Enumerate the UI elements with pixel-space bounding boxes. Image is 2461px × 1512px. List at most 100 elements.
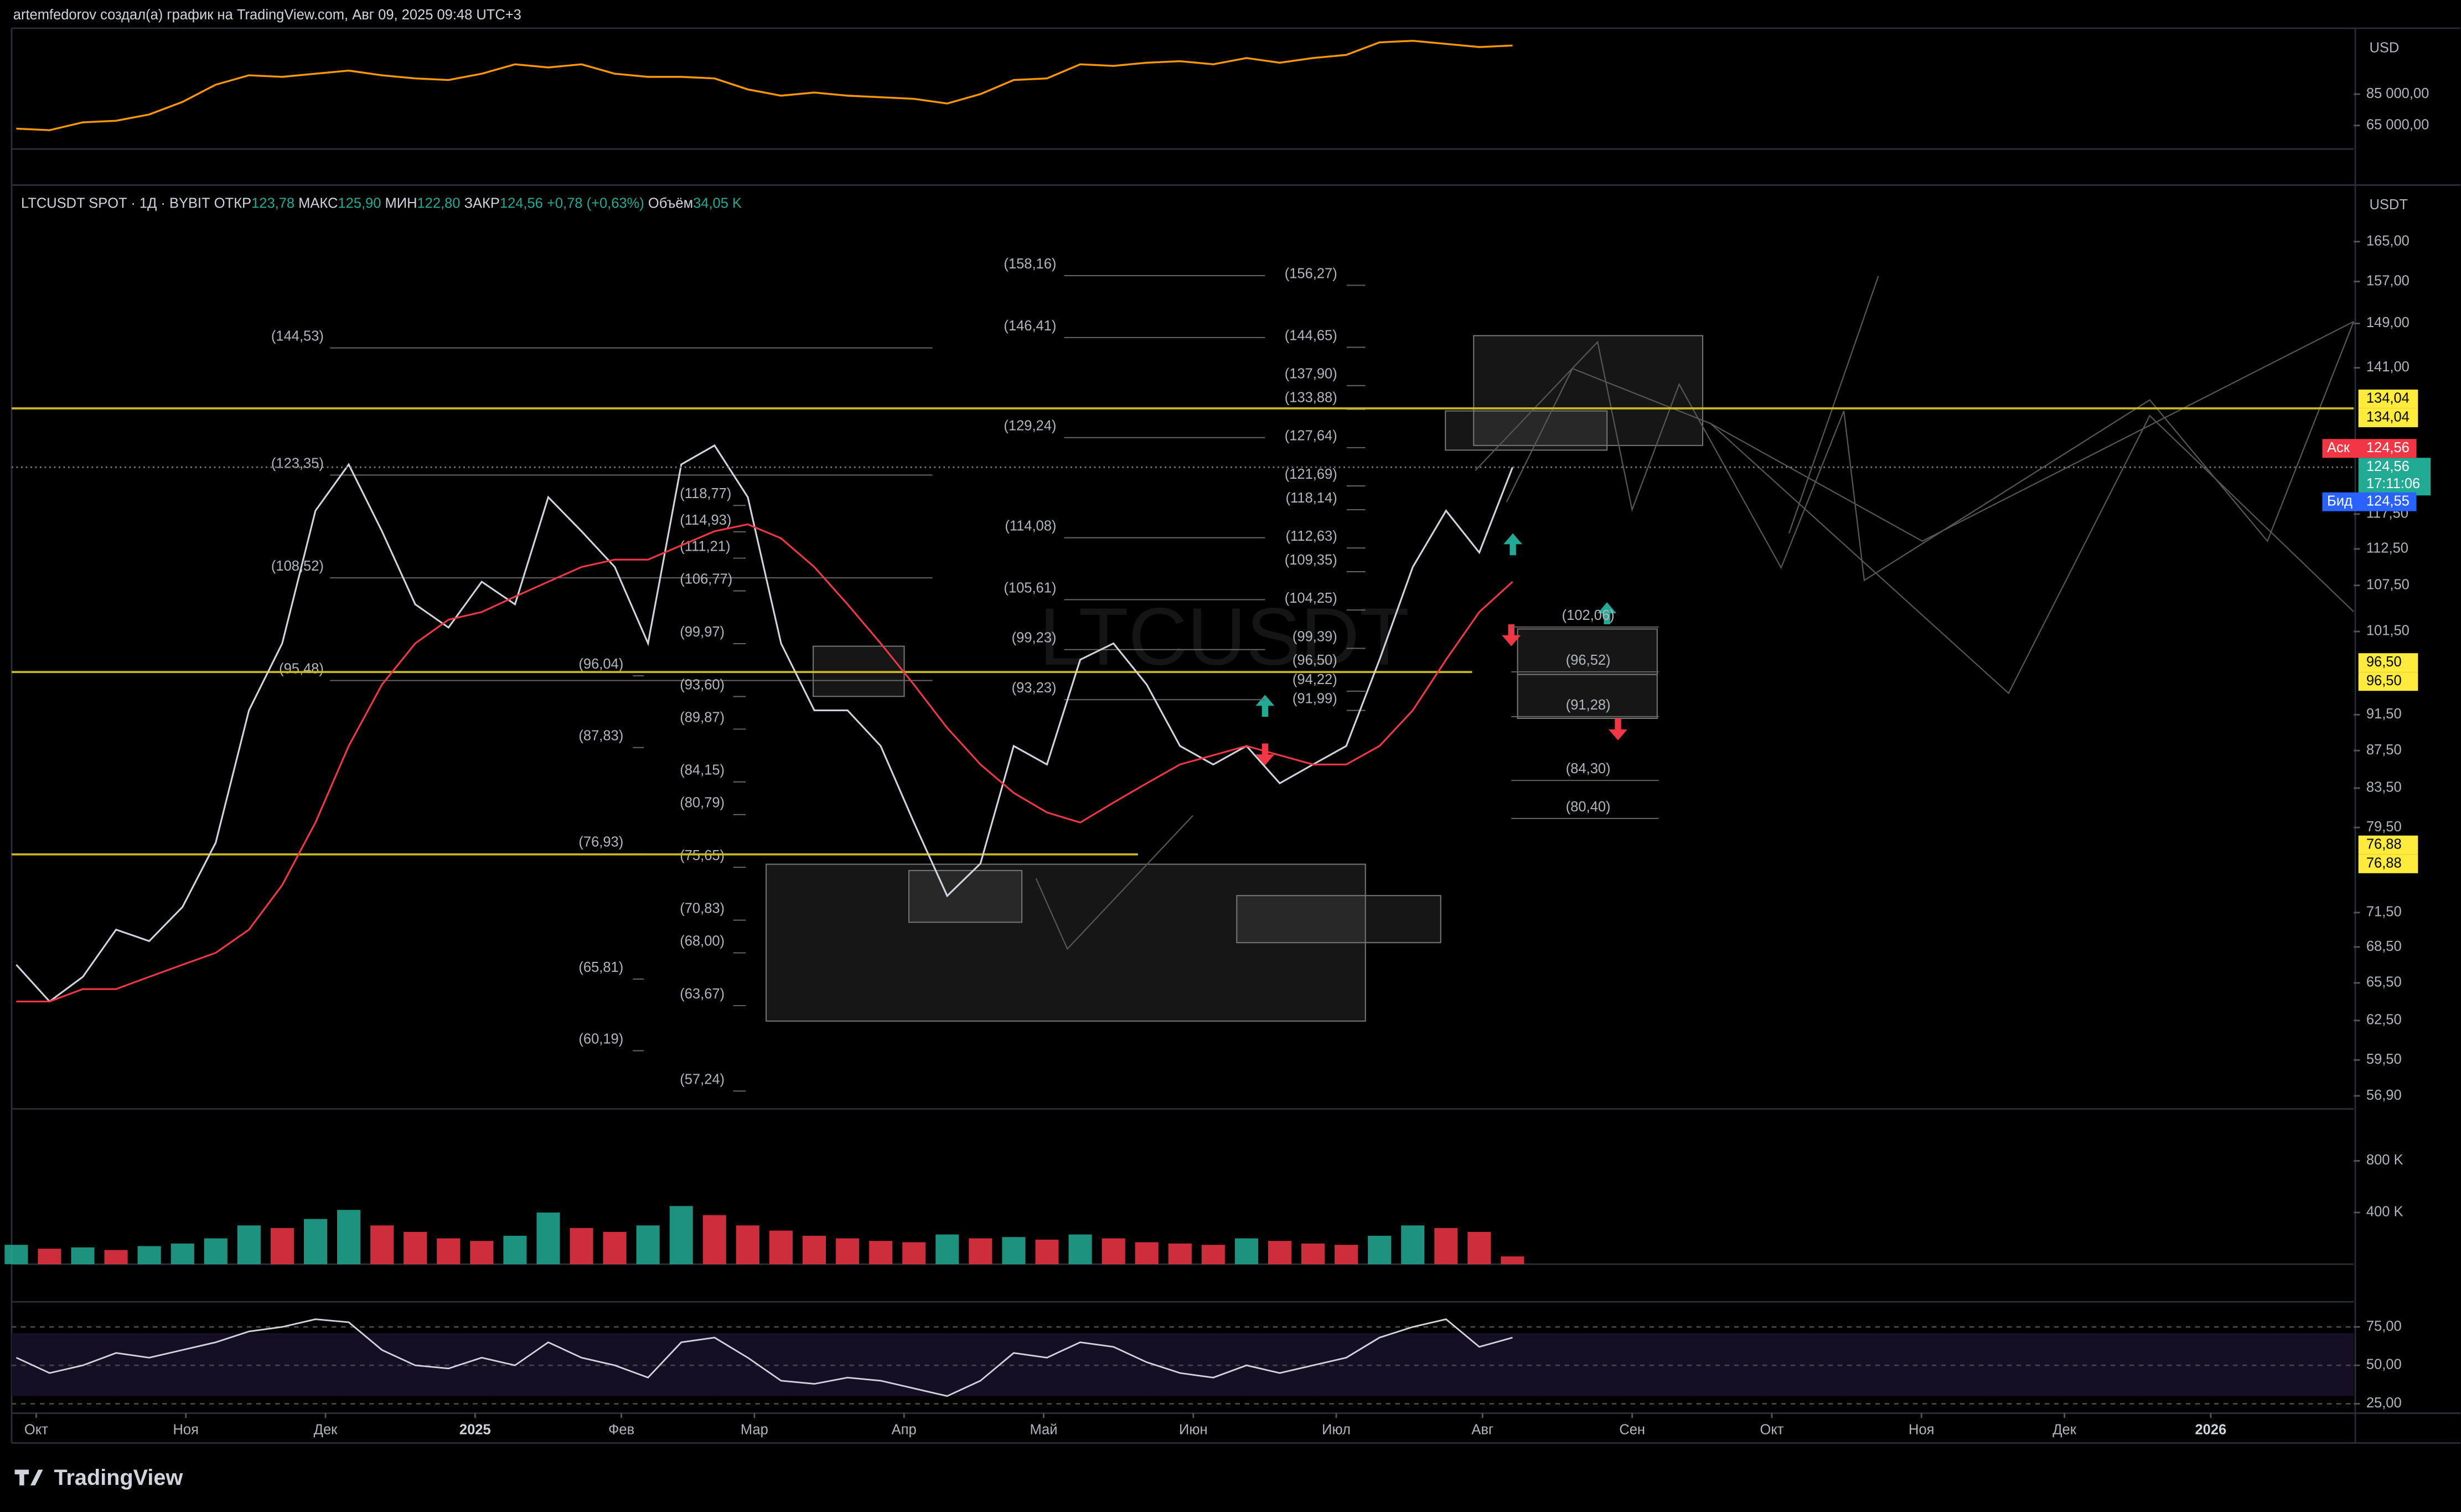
volume-bar [204,1238,228,1265]
volume-bar [503,1235,527,1265]
fib-label: (96,52) [1566,653,1611,668]
fib-label: (75,65) [680,848,725,863]
currency: USD [2370,40,2400,56]
field-value: 122,80 [417,195,461,211]
fib-label: (76,93) [578,835,623,850]
price-badge-label: 96,50 [2366,654,2402,670]
price-badge [2358,408,2418,427]
fib-label: (80,79) [680,795,725,811]
fib-label: (106,77) [680,572,732,587]
fib-label: (99,23) [1012,630,1057,646]
x-tick-label: Июн [1179,1422,1208,1437]
volume-bar [303,1219,328,1265]
field-name: МАКС [298,195,338,211]
volume-bar [370,1225,394,1265]
volume-bar [935,1234,959,1265]
series-line [16,523,1513,1003]
y-tick-label: 149,00 [2366,315,2410,330]
credit: artemfedorov создал(а) график на Trading… [13,7,521,23]
logo: TradingView [14,1466,183,1490]
pane-borders [11,27,2460,1444]
fib-label: (129,24) [1004,418,1056,434]
volume-bar [570,1228,593,1265]
y-tick-label: 59,50 [2366,1052,2402,1067]
fib-label: (146,41) [1004,318,1056,334]
y-tick-label: 68,50 [2366,939,2402,954]
y-tick-label: 400 K [2366,1204,2403,1220]
volume-bar [636,1225,660,1265]
x-tick-label: 2025 [459,1422,491,1437]
x-tick-label: Апр [892,1422,917,1437]
x-tick-label: Июл [1322,1422,1351,1437]
fib-label: (118,14) [1286,490,1337,506]
countdown: 17:11:06 [2366,476,2420,491]
volume-bar [836,1238,860,1265]
volume-bar [969,1238,992,1265]
fib-label: (105,61) [1004,580,1056,596]
volume-bar [1002,1237,1026,1265]
fib-label: (118,77) [680,486,731,501]
x-tick-label: Ноя [1909,1422,1934,1437]
field-name: МИН [385,195,417,211]
y-tick-label: 141,00 [2366,359,2410,375]
x-tick-label: Авг [1471,1422,1493,1437]
price-badge-label: 134,04 [2366,391,2410,406]
volume-bar [1434,1228,1458,1265]
price-badge [2358,672,2418,691]
volume-bar [1368,1235,1392,1265]
volume-bar [1168,1243,1192,1265]
fib-label: (99,97) [680,624,725,640]
x-tick-label: Окт [24,1422,48,1437]
volume-bar [1201,1245,1225,1265]
fib-label: (68,00) [680,934,725,949]
symbol: LTCUSDT SPOT · 1Д · BYBIT [21,195,210,211]
y-tick-label: 71,50 [2366,904,2402,920]
y-tick-label: 107,50 [2366,577,2410,592]
volume-bar [1301,1243,1325,1265]
y-tick-label: 112,50 [2366,541,2408,556]
y-tick-label: 83,50 [2366,780,2402,795]
fib-label: (63,67) [680,986,725,1002]
price-badge [2358,835,2418,855]
price-badge-label: 96,50 [2366,673,2402,688]
y-tick-label: 75,00 [2366,1318,2402,1334]
price-badge [2358,653,2418,672]
change: +0,78 (+0,63%) [547,195,644,211]
x-tick-label: Ноя [173,1422,199,1437]
ask-name: Аск [2327,440,2350,455]
y-tick-label: 101,50 [2366,623,2410,639]
fib-label: (96,50) [1292,653,1337,668]
y-tick-label: 65 000,00 [2366,117,2429,132]
volume-bar [702,1215,726,1265]
y-tick-label: 50,00 [2366,1357,2402,1373]
volume-bar [337,1210,361,1265]
volume-bar [4,1245,28,1265]
fib-label: (91,99) [1292,691,1337,707]
fib-label: (84,15) [680,763,725,778]
fib-label: (102,06) [1562,608,1615,623]
field-name: ЗАКР [464,195,500,211]
x-tick-label: Окт [1760,1422,1783,1437]
bid-label: 124,55 [2366,493,2410,509]
fib-label: (60,19) [578,1031,623,1047]
fib-label: (99,39) [1292,629,1337,644]
volume-bar [736,1225,759,1265]
volume-bar [437,1238,461,1265]
volume-bar [1268,1241,1291,1265]
y-tick-label: 87,50 [2366,742,2402,758]
fib-label: (89,87) [680,710,725,725]
fib-label: (109,35) [1285,552,1337,568]
volume-bar [869,1241,893,1265]
volume-bar [170,1243,194,1265]
volume-bar [1501,1256,1524,1265]
fib-label: (144,65) [1285,328,1337,343]
fib-label: (91,28) [1566,697,1611,713]
fib-label: (94,22) [1292,672,1337,687]
fib-label: (80,40) [1566,799,1611,815]
y-tick-label: 65,50 [2366,975,2402,990]
volume-bar [470,1241,494,1265]
fib-label: (123,35) [271,455,324,471]
y-tick-label: 62,50 [2366,1012,2402,1028]
